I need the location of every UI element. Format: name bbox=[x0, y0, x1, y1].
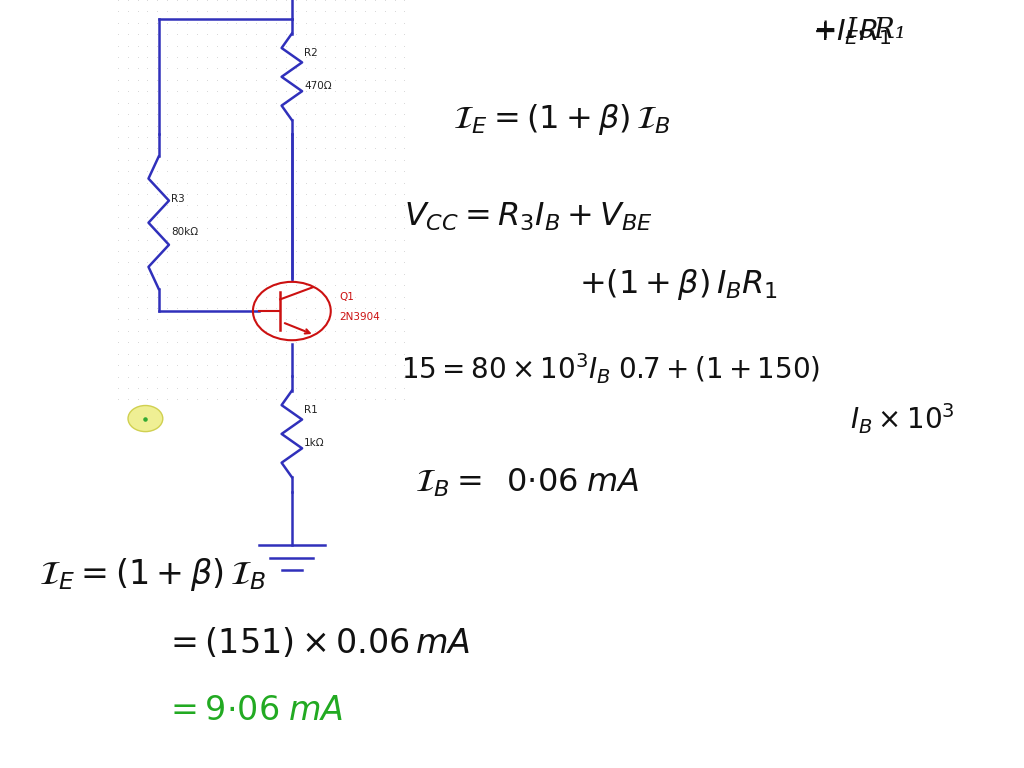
Text: $\mathcal{I}_E = (1 + \beta)\, \mathcal{I}_B$: $\mathcal{I}_E = (1 + \beta)\, \mathcal{… bbox=[453, 101, 671, 137]
Text: $V_{CC} = R_3 I_B + V_{BE}$: $V_{CC} = R_3 I_B + V_{BE}$ bbox=[404, 200, 653, 233]
Text: 80kΩ: 80kΩ bbox=[171, 227, 198, 237]
Text: $15 = 80 \times 10^3 I_B\; 0.7 + (1 + 150)$: $15 = 80 \times 10^3 I_B\; 0.7 + (1 + 15… bbox=[401, 351, 820, 386]
Circle shape bbox=[128, 406, 163, 432]
Text: 2N3904: 2N3904 bbox=[339, 313, 380, 323]
Text: $+ I_E R_1$: $+ I_E R_1$ bbox=[812, 18, 892, 47]
Text: R3: R3 bbox=[171, 194, 184, 204]
Text: $\mathcal{I}_E = (1 + \beta)\, \mathcal{I}_B$: $\mathcal{I}_E = (1 + \beta)\, \mathcal{… bbox=[39, 556, 266, 593]
Text: R1: R1 bbox=[304, 405, 317, 415]
Text: + ΙᴗR₁: + ΙᴗR₁ bbox=[814, 17, 906, 45]
Text: 1kΩ: 1kΩ bbox=[304, 438, 325, 448]
Text: $= (151) \times 0.06\, mA$: $= (151) \times 0.06\, mA$ bbox=[164, 626, 470, 660]
Text: $\mathcal{I}_B = \;\; 0{\cdot}06 \; mA$: $\mathcal{I}_B = \;\; 0{\cdot}06 \; mA$ bbox=[415, 466, 639, 498]
Text: $= 9{\cdot}06\; mA$: $= 9{\cdot}06\; mA$ bbox=[164, 694, 343, 727]
Text: Q1: Q1 bbox=[339, 292, 354, 302]
Text: $I_B \times 10^3$: $I_B \times 10^3$ bbox=[850, 401, 954, 436]
Text: 470Ω: 470Ω bbox=[304, 81, 332, 91]
Text: R2: R2 bbox=[304, 48, 317, 58]
Text: $+ (1 + \beta)\, I_B R_1$: $+ (1 + \beta)\, I_B R_1$ bbox=[579, 266, 777, 302]
